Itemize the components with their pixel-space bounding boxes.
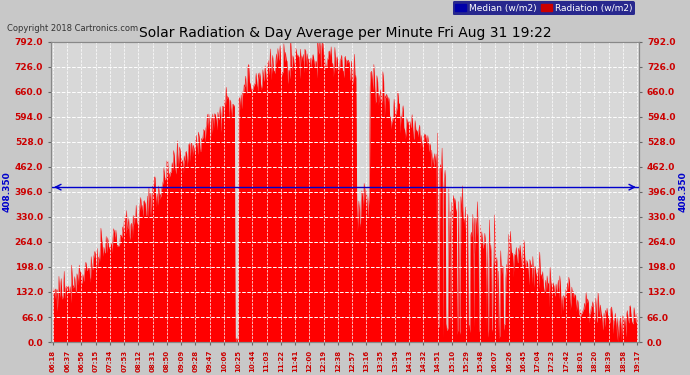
Text: Copyright 2018 Cartronics.com: Copyright 2018 Cartronics.com [7, 24, 138, 33]
Y-axis label: 408.350: 408.350 [3, 171, 12, 212]
Y-axis label: 408.350: 408.350 [678, 171, 687, 212]
Title: Solar Radiation & Day Average per Minute Fri Aug 31 19:22: Solar Radiation & Day Average per Minute… [139, 26, 551, 40]
Legend: Median (w/m2), Radiation (w/m2): Median (w/m2), Radiation (w/m2) [453, 1, 635, 15]
